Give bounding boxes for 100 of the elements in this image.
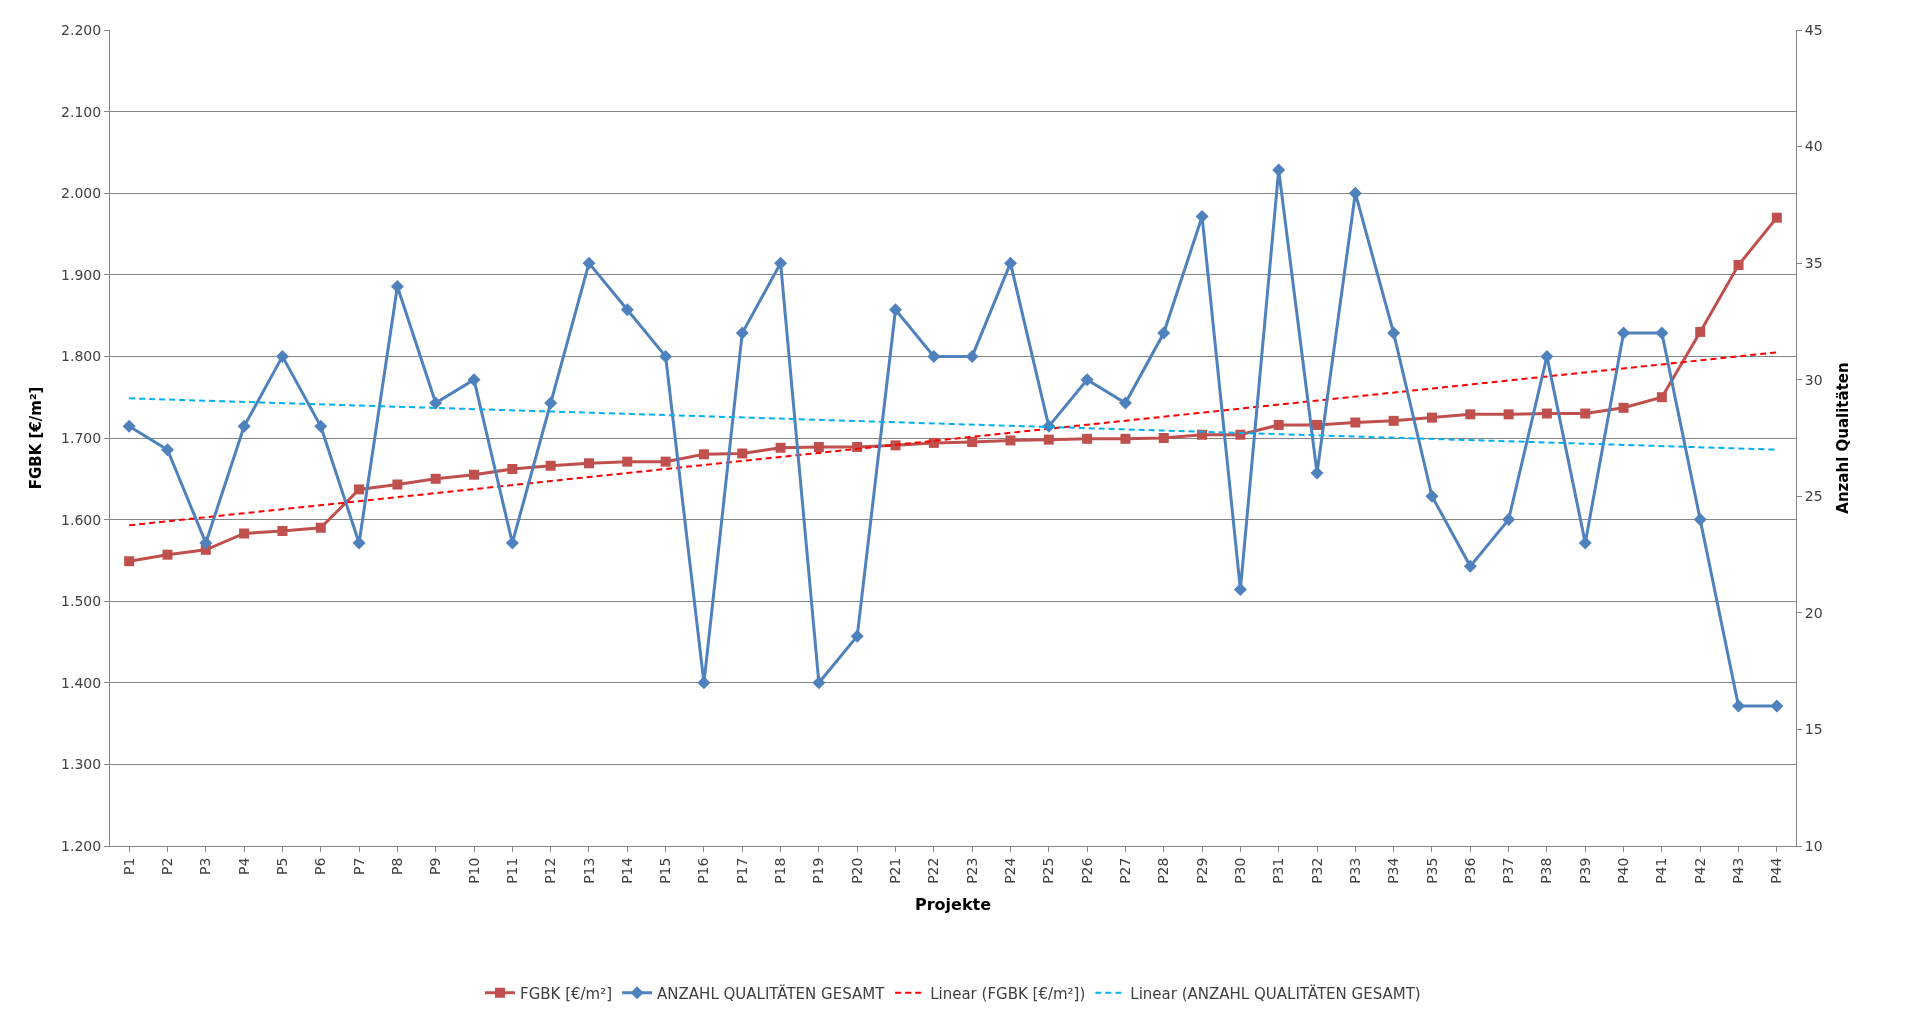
y-axis-title: FGBK [€/m²] — [27, 386, 46, 490]
x-tick-label: P20 — [848, 857, 865, 884]
point — [430, 473, 441, 484]
point — [1003, 256, 1017, 270]
y-tick-label: 1.600 — [61, 511, 102, 528]
point — [1695, 326, 1706, 337]
point — [1388, 415, 1399, 426]
x-tick-label: P40 — [1615, 857, 1632, 884]
point — [1350, 417, 1361, 428]
x-tick-label: P15 — [657, 857, 674, 884]
point — [162, 549, 173, 560]
point — [1273, 419, 1284, 430]
point — [239, 528, 250, 539]
point — [889, 303, 903, 317]
point — [620, 303, 634, 317]
y-tick-label: 1.300 — [61, 756, 102, 773]
x-tick-label: P21 — [887, 857, 904, 884]
point — [1120, 433, 1131, 444]
legend-label: FGBK [€/m²] — [520, 984, 613, 1003]
y-tick-label: 1.800 — [61, 348, 102, 365]
x-tick-label: P37 — [1500, 857, 1517, 884]
y2-tick-label: 10 — [1804, 837, 1823, 854]
x-tick-label: P34 — [1385, 857, 1402, 884]
x-tick-label: P19 — [810, 857, 827, 884]
point — [1541, 408, 1552, 419]
x-tick-label: P43 — [1730, 857, 1747, 884]
point — [1233, 583, 1247, 597]
point — [697, 676, 711, 690]
point — [1770, 699, 1784, 713]
point — [277, 526, 288, 537]
legend-label: Linear (FGBK [€/m²]) — [930, 984, 1086, 1003]
point — [1426, 412, 1437, 423]
y2-tick-label: 45 — [1804, 21, 1823, 38]
point — [390, 279, 404, 293]
point — [698, 449, 709, 460]
point — [1693, 513, 1707, 527]
point — [1655, 326, 1669, 340]
y2-tick-label: 30 — [1804, 371, 1823, 388]
x-tick-label: P8 — [388, 857, 405, 875]
y-tick-label: 1.700 — [61, 429, 102, 446]
point — [583, 458, 594, 469]
y2-tick-label: 25 — [1804, 488, 1823, 505]
x-tick-label: P16 — [695, 857, 712, 884]
x-tick-label: P1 — [120, 857, 137, 875]
legend-label: ANZAHL QUALITÄTEN GESAMT — [657, 983, 886, 1003]
x-tick-label: P6 — [312, 857, 329, 875]
point — [1503, 409, 1514, 420]
point — [354, 484, 365, 495]
x-tick-label: P23 — [963, 857, 980, 884]
y2-tick-label: 15 — [1804, 721, 1823, 738]
point — [352, 536, 366, 550]
x-tick-label: P7 — [350, 857, 367, 875]
point — [737, 448, 748, 459]
point — [1540, 349, 1554, 363]
point — [1771, 212, 1782, 223]
point — [1387, 326, 1401, 340]
point — [1465, 409, 1476, 420]
point — [505, 536, 519, 550]
x-tick-label: P10 — [465, 857, 482, 884]
point — [1502, 513, 1516, 527]
x-tick-label: P13 — [580, 857, 597, 884]
x-axis-title: Projekte — [914, 894, 992, 914]
x-tick-label: P38 — [1538, 857, 1555, 884]
x-tick-label: P12 — [542, 857, 559, 884]
point — [1312, 419, 1323, 430]
point — [1082, 433, 1093, 444]
x-tick-label: P33 — [1346, 857, 1363, 884]
point — [199, 536, 213, 550]
legend-label: Linear (ANZAHL QUALITÄTEN GESAMT) — [1130, 983, 1421, 1003]
x-tick-label: P29 — [1193, 857, 1210, 884]
x-tick-label: P28 — [1155, 857, 1172, 884]
x-tick-label: P25 — [1040, 857, 1057, 884]
point — [160, 443, 174, 457]
point — [507, 464, 518, 475]
point — [1656, 392, 1667, 403]
x-tick-label: P18 — [772, 857, 789, 884]
point — [544, 396, 558, 410]
point — [1425, 489, 1439, 503]
point — [965, 349, 979, 363]
x-tick-label: P24 — [1002, 857, 1019, 884]
point — [735, 326, 749, 340]
x-tick-label: P11 — [503, 857, 520, 884]
point — [812, 676, 826, 690]
x-tick-label: P27 — [1116, 857, 1133, 884]
point — [467, 373, 481, 387]
x-tick-label: P26 — [1078, 857, 1095, 884]
point — [775, 442, 786, 453]
x-tick-label: P42 — [1691, 857, 1708, 884]
point — [850, 629, 864, 643]
point — [813, 441, 824, 452]
x-tick-label: P32 — [1308, 857, 1325, 884]
point — [1617, 326, 1631, 340]
x-tick-label: P17 — [733, 857, 750, 884]
x-tick-label: P39 — [1576, 857, 1593, 884]
x-tick-label: P35 — [1423, 857, 1440, 884]
x-tick-label: P31 — [1270, 857, 1287, 884]
x-tick-label: P3 — [197, 857, 214, 875]
y-tick-label: 1.200 — [61, 837, 102, 854]
x-tick-label: P2 — [159, 857, 176, 875]
y2-tick-label: 20 — [1804, 604, 1823, 621]
